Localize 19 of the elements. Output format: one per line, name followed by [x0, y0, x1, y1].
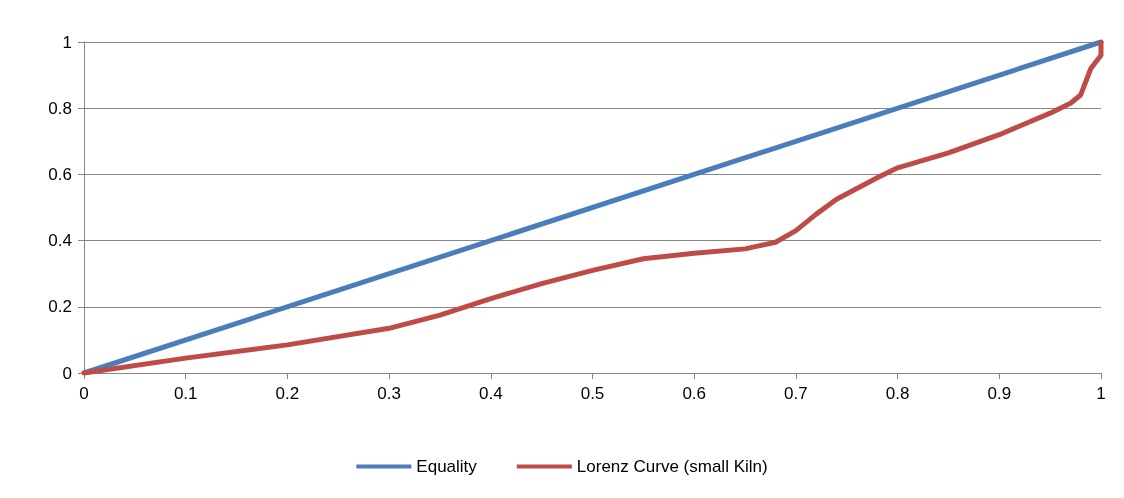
x-tick-label: 0.5: [580, 384, 605, 403]
x-tick-label: 0.3: [377, 384, 401, 403]
x-tick-label: 0: [79, 384, 89, 403]
x-tick-label: 0.9: [987, 384, 1012, 403]
x-tick-label: 0.8: [885, 384, 910, 403]
legend-label: Lorenz Curve (small Kiln): [576, 457, 768, 476]
y-tick-label: 0.4: [48, 231, 72, 251]
x-tick-label: 0.6: [682, 384, 707, 403]
legend-label: Equality: [416, 457, 478, 476]
x-tick-label: 1: [1096, 384, 1106, 403]
y-tick-label: 1: [62, 32, 72, 52]
x-tick-label: 0.1: [173, 384, 198, 403]
x-tick-label: 0.2: [275, 384, 300, 403]
x-tick-label: 0.4: [478, 384, 503, 403]
x-tick-label: 0.7: [784, 384, 808, 403]
y-tick-label: 0.8: [48, 98, 72, 118]
y-tick-label: 0.2: [48, 297, 72, 317]
y-tick-label: 0: [62, 363, 72, 383]
y-tick-label: 0.6: [48, 164, 72, 184]
